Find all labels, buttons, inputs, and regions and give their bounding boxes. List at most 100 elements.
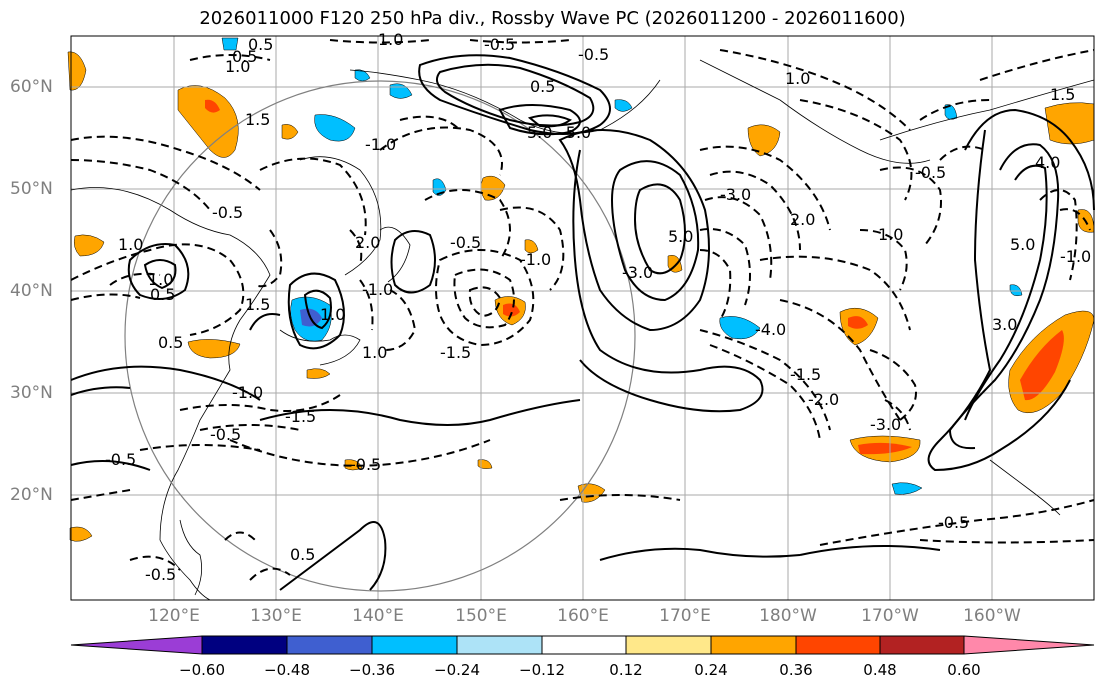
colorbar-segment bbox=[541, 635, 627, 655]
contour-label: 1.0 bbox=[378, 30, 403, 49]
negative-div-patch bbox=[614, 99, 633, 112]
contour-label: 1.5 bbox=[245, 110, 270, 129]
contour-label: 0.5 bbox=[290, 545, 315, 564]
negative-div-patch bbox=[354, 69, 371, 82]
lat-label-30n: 30°N bbox=[10, 383, 53, 403]
contour-label: 1.0 bbox=[362, 343, 387, 362]
contour-label: -3.0 bbox=[720, 185, 751, 204]
negative-div-patch bbox=[314, 114, 356, 142]
positive-div-patch bbox=[747, 124, 781, 157]
contour-label: -4.0 bbox=[755, 320, 786, 339]
negative-div-patch bbox=[221, 37, 239, 51]
contour-label: -1.5 bbox=[440, 343, 471, 362]
contour-label: 0.5 bbox=[248, 35, 273, 54]
positive-div-patch bbox=[69, 526, 93, 542]
colorbar-tick: −0.60 bbox=[179, 661, 225, 679]
positive-div-core bbox=[858, 442, 912, 455]
contour-label: 5.0 bbox=[1010, 235, 1035, 254]
positive-div-core bbox=[503, 303, 520, 317]
colorbar-segment bbox=[879, 635, 965, 655]
colorbar-over-arrow bbox=[963, 635, 1095, 655]
positive-div-patch bbox=[344, 459, 363, 471]
positive-div-patch bbox=[67, 51, 87, 91]
contour-lines bbox=[70, 54, 1095, 591]
colorbar-tick: 0.60 bbox=[947, 661, 981, 679]
contour-label: 1.0 bbox=[878, 225, 903, 244]
contour-label: -0.5 bbox=[350, 455, 381, 474]
lat-label-20n: 20°N bbox=[10, 485, 53, 505]
contour-label: 5.0 bbox=[527, 123, 552, 142]
colorbar-tick: −0.36 bbox=[349, 661, 395, 679]
contour-label: -1.0 bbox=[1060, 247, 1091, 266]
colorbar-tick: −0.12 bbox=[519, 661, 565, 679]
contour-label: -1.0 bbox=[232, 383, 263, 402]
contour-label: -2.0 bbox=[808, 390, 839, 409]
lon-label-180w: 180°W bbox=[759, 606, 817, 626]
colorbar-tick: 0.36 bbox=[779, 661, 813, 679]
lon-label-160w: 160°W bbox=[963, 606, 1021, 626]
lon-label-120e: 120°E bbox=[148, 606, 200, 626]
contour-label: 1.0 bbox=[148, 270, 173, 289]
positive-div-core bbox=[1020, 330, 1064, 401]
positive-div-patch bbox=[281, 124, 299, 140]
positive-div-patch bbox=[177, 85, 239, 158]
colorbar-segment bbox=[286, 635, 373, 655]
contour-label: 4.0 bbox=[1035, 153, 1060, 172]
colorbar-tick: 0.24 bbox=[694, 661, 728, 679]
coastlines bbox=[70, 59, 1095, 601]
contour-label: -0.5 bbox=[145, 565, 176, 584]
contour-label: -1.5 bbox=[285, 407, 316, 426]
contour-label: -1.5 bbox=[790, 365, 821, 384]
contour-label: 3.0 bbox=[992, 315, 1017, 334]
contour-label: -0.5 bbox=[484, 35, 515, 54]
positive-div-patch bbox=[187, 339, 241, 359]
contour-label: 0.5 bbox=[530, 77, 555, 96]
positive-div-patch bbox=[524, 239, 539, 254]
contour-label: -0.5 bbox=[450, 233, 481, 252]
contour-label: -0.5 bbox=[915, 163, 946, 182]
colorbar-under-arrow bbox=[70, 635, 203, 655]
contour-label: 0.5 bbox=[232, 47, 257, 66]
contour-label-layer: 0.5 1.0 0.5 -0.5 1.0 -0.5 0.5 5.0 1.0 1.… bbox=[105, 30, 1091, 584]
contour-label: -0.5 bbox=[105, 450, 136, 469]
grid-lines bbox=[71, 36, 1094, 600]
colorbar-segment bbox=[371, 635, 458, 655]
positive-div-core bbox=[848, 316, 868, 329]
contour-label: -5.0 bbox=[560, 123, 591, 142]
negative-div-patch bbox=[432, 178, 447, 196]
figure-title: 2026011000 F120 250 hPa div., Rossby Wav… bbox=[199, 8, 906, 29]
contour-label: 0.5 bbox=[150, 285, 175, 304]
lon-label-140e: 140°E bbox=[352, 606, 404, 626]
contour-label: 0.5 bbox=[158, 333, 183, 352]
negative-div-patch bbox=[891, 482, 923, 495]
positive-div-patch bbox=[73, 234, 105, 257]
colorbar-segment bbox=[710, 635, 797, 655]
contour-label: 2.0 bbox=[355, 233, 380, 252]
colorbar-segment bbox=[456, 635, 543, 655]
positive-div-patch bbox=[306, 368, 331, 379]
dashed-contours bbox=[70, 39, 1095, 581]
lon-label-170e: 170°E bbox=[659, 606, 711, 626]
contour-label: -0.5 bbox=[212, 203, 243, 222]
colorbar-segment bbox=[201, 635, 288, 655]
contour-label: -1.0 bbox=[362, 280, 393, 299]
contour-label: 1.0 bbox=[785, 69, 810, 88]
contour-label: -3.0 bbox=[870, 415, 901, 434]
colorbar-segment bbox=[795, 635, 881, 655]
lat-label-50n: 50°N bbox=[10, 179, 53, 199]
colorbar-tick: 0.12 bbox=[609, 661, 643, 679]
shading-layer bbox=[67, 37, 1095, 542]
contour-label: 2.0 bbox=[790, 210, 815, 229]
contour-label: 1.0 bbox=[225, 57, 250, 76]
contour-label: -1.0 bbox=[365, 135, 396, 154]
colorbar-tick: 0.48 bbox=[863, 661, 897, 679]
positive-div-core bbox=[205, 99, 220, 113]
lat-label-60n: 60°N bbox=[10, 77, 53, 97]
contour-label: 1.0 bbox=[320, 305, 345, 324]
contour-label: -0.5 bbox=[938, 513, 969, 532]
colorbar-tick: −0.24 bbox=[434, 661, 480, 679]
contour-label: -3.0 bbox=[622, 263, 653, 282]
range-circle bbox=[124, 80, 636, 592]
contour-label: -0.5 bbox=[578, 45, 609, 64]
